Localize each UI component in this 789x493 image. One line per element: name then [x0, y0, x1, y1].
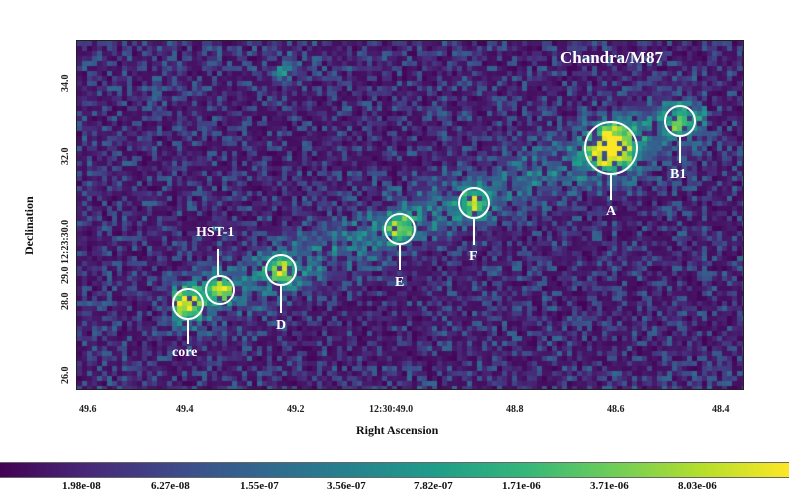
knot-label-d: D: [276, 318, 287, 333]
x-tick-label: 49.4: [176, 404, 194, 415]
y-tick-label: 32.0: [60, 147, 71, 166]
colorbar-tick-label: 6.27e-08: [151, 480, 190, 492]
knot-label-e: E: [395, 275, 405, 290]
colorbar-tick-label: 1.98e-08: [62, 480, 101, 492]
knot-label-b1: B1: [670, 167, 687, 182]
knot-label-hst1: HST-1: [196, 225, 235, 240]
knot-circle-core: [172, 288, 204, 320]
x-tick-label: 49.6: [79, 404, 97, 415]
y-tick-label: 28.0: [60, 292, 71, 311]
knot-label-f: F: [469, 249, 478, 264]
colorbar-tick-label: 1.71e-06: [502, 480, 541, 492]
knot-circle-d: [265, 254, 297, 286]
x-tick-label: 49.2: [287, 404, 305, 415]
colorbar-tick-label: 3.56e-07: [327, 480, 366, 492]
y-tick-label: 34.0: [60, 74, 71, 93]
knot-label-core: core: [172, 345, 198, 360]
y-tick-label: 26.0: [60, 366, 71, 385]
colorbar-tick-label: 1.55e-07: [240, 480, 279, 492]
y-axis-title: Declination: [22, 196, 36, 255]
knot-circle-a: [584, 121, 638, 175]
knot-circle-e: [384, 213, 416, 245]
colorbar-tick-label: 8.03e-06: [678, 480, 717, 492]
y-tick-label: 29.0 12:23:30.0: [60, 219, 71, 284]
colorbar-tick-label: 7.82e-07: [414, 480, 453, 492]
x-tick-label: 48.8: [506, 404, 524, 415]
colorbar-tick-label: 3.71e-06: [590, 480, 629, 492]
x-axis-title: Right Ascension: [356, 423, 439, 437]
knot-circle-b1: [664, 105, 696, 137]
x-tick-label: 48.4: [712, 404, 730, 415]
image-title-overlay: Chandra/M87: [560, 48, 663, 67]
colorbar: [0, 462, 789, 478]
knot-label-a: A: [606, 204, 617, 219]
knot-circle-f: [458, 187, 490, 219]
x-tick-label: 48.6: [607, 404, 625, 415]
knot-circle-hst1: [205, 275, 235, 305]
x-tick-label: 12:30:49.0: [369, 404, 414, 415]
